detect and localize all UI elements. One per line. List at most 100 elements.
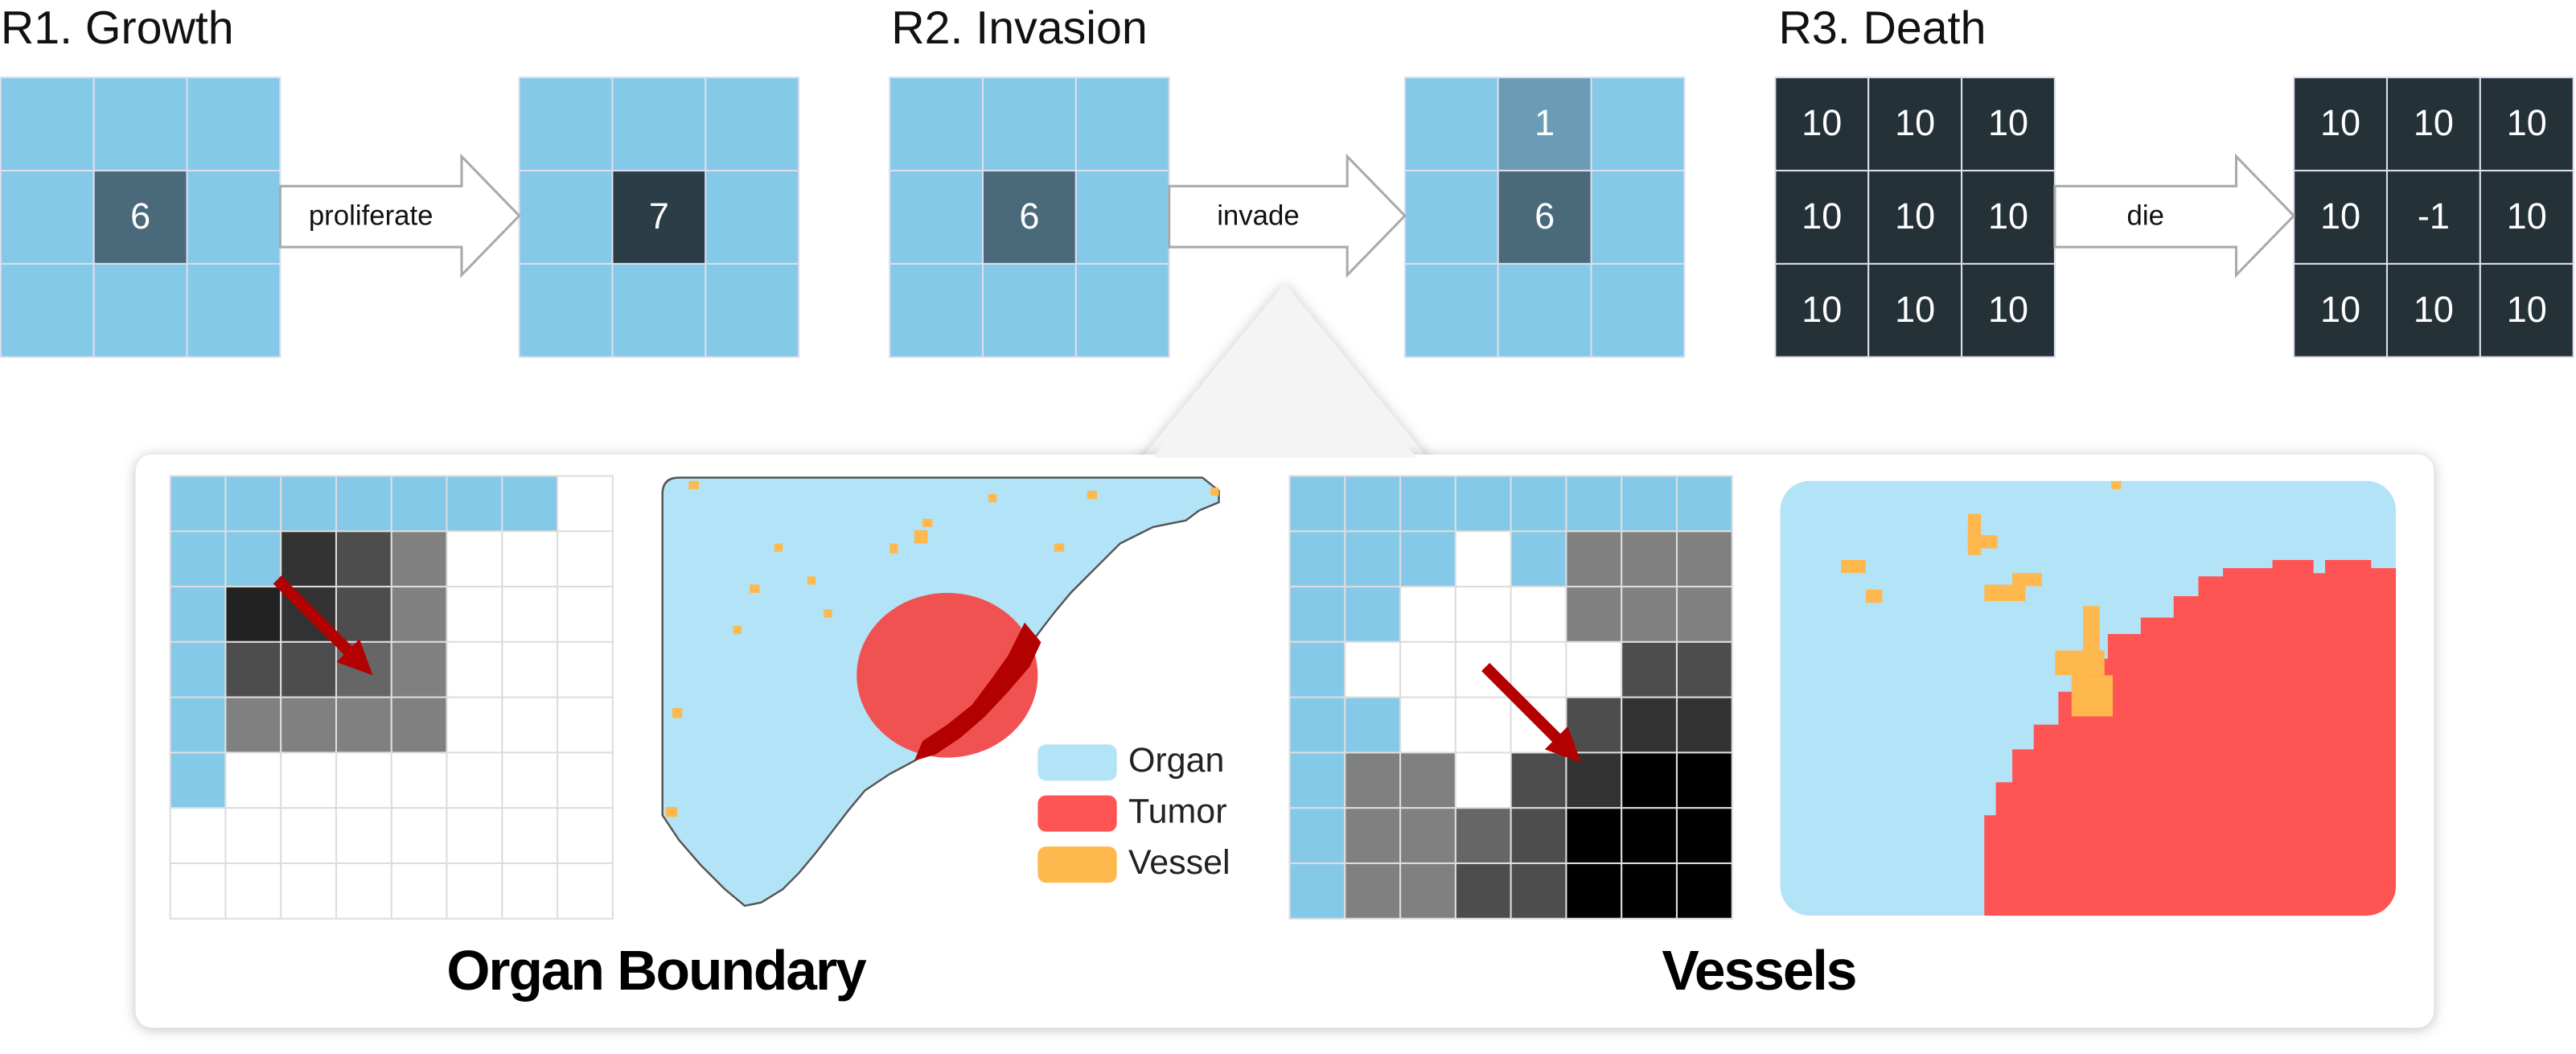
cell	[92, 262, 188, 358]
cell	[518, 170, 614, 265]
caption: Organ Boundary	[446, 939, 867, 1002]
cell	[1565, 640, 1623, 698]
cell	[1565, 475, 1623, 533]
cell	[2479, 262, 2574, 358]
cell	[1510, 862, 1567, 920]
cell	[611, 76, 707, 172]
cell	[1961, 76, 2056, 172]
cell	[705, 76, 800, 172]
cell	[1454, 696, 1512, 754]
cell	[92, 76, 188, 172]
cell	[390, 586, 448, 643]
cell	[1675, 530, 1733, 588]
cell	[446, 751, 503, 809]
cell	[1454, 586, 1512, 643]
grid-after: 7	[518, 76, 800, 358]
cell	[390, 475, 448, 533]
cell	[501, 586, 559, 643]
cell	[169, 586, 227, 643]
cell	[557, 751, 614, 809]
cell	[1510, 475, 1567, 533]
cell	[1399, 640, 1456, 698]
cell	[1399, 696, 1456, 754]
cell	[446, 530, 503, 588]
cell	[1454, 807, 1512, 864]
cell	[1621, 807, 1678, 864]
cell	[1403, 76, 1499, 172]
cell	[446, 586, 503, 643]
arrow-head	[1544, 726, 1581, 763]
cell	[1344, 751, 1402, 809]
rule-title: R3. Death	[1778, 2, 1986, 54]
cell	[1510, 640, 1567, 698]
cell	[2293, 170, 2389, 265]
cell	[169, 640, 227, 698]
cell	[280, 807, 338, 864]
cell	[280, 696, 338, 754]
cell	[335, 530, 392, 588]
cell-value: 6	[130, 196, 150, 237]
cell	[1403, 170, 1499, 265]
cell	[1497, 170, 1592, 265]
cell	[2479, 170, 2574, 265]
legend: Organ Tumor Vessel	[1037, 741, 1230, 883]
cell	[1344, 475, 1402, 533]
cell	[280, 530, 338, 588]
cell	[169, 751, 227, 809]
caption: Vessels	[1662, 939, 1855, 1002]
cell	[1344, 530, 1402, 588]
cell	[0, 262, 95, 358]
cell	[1621, 640, 1678, 698]
cell-value: 10	[1988, 289, 2028, 330]
cell	[1403, 262, 1499, 358]
cell	[1590, 76, 1686, 172]
cell	[501, 640, 559, 698]
cell-value: 10	[2414, 289, 2454, 330]
cell	[557, 696, 614, 754]
cell-value: 10	[2507, 102, 2547, 143]
grid-before: 10 10 10 10 10 10 10 10 10	[1774, 76, 2056, 358]
grid-after: 10 10 10 10 -1 10 10 10 10	[2293, 76, 2574, 358]
cell	[889, 262, 984, 358]
cell	[1399, 586, 1456, 643]
cell	[0, 76, 95, 172]
cell-value: 10	[1988, 102, 2028, 143]
cell	[501, 862, 559, 920]
cell	[2293, 76, 2389, 172]
cell	[1510, 807, 1567, 864]
cell	[1675, 862, 1733, 920]
cell	[501, 751, 559, 809]
cell	[280, 640, 338, 698]
arrow	[2053, 153, 2296, 278]
cell	[446, 862, 503, 920]
cell-value: 10	[1802, 289, 1842, 330]
cell	[1288, 475, 1346, 533]
arrow	[1168, 153, 1407, 278]
cell	[1454, 862, 1512, 920]
cell	[1961, 170, 2056, 265]
cell-value: 6	[1019, 196, 1039, 237]
cell	[1454, 530, 1512, 588]
legend-swatch	[1037, 846, 1117, 883]
cell	[557, 475, 614, 533]
cell-value: 10	[1895, 289, 1935, 330]
arrow-head	[336, 639, 373, 676]
cell	[1288, 696, 1346, 754]
cell	[1565, 751, 1623, 809]
cell	[169, 530, 227, 588]
cell	[1288, 751, 1346, 809]
cell	[518, 262, 614, 358]
action-label: invade	[1217, 200, 1300, 231]
cell	[169, 696, 227, 754]
cell	[335, 862, 392, 920]
cell	[390, 862, 448, 920]
cell	[1675, 696, 1733, 754]
cell	[1565, 530, 1623, 588]
invaded-region	[914, 622, 1041, 761]
grid-before: 6	[889, 76, 1170, 358]
organ-map	[661, 476, 1220, 908]
cell	[169, 475, 227, 533]
cell	[1288, 530, 1346, 588]
grid-before: 6	[0, 76, 281, 358]
